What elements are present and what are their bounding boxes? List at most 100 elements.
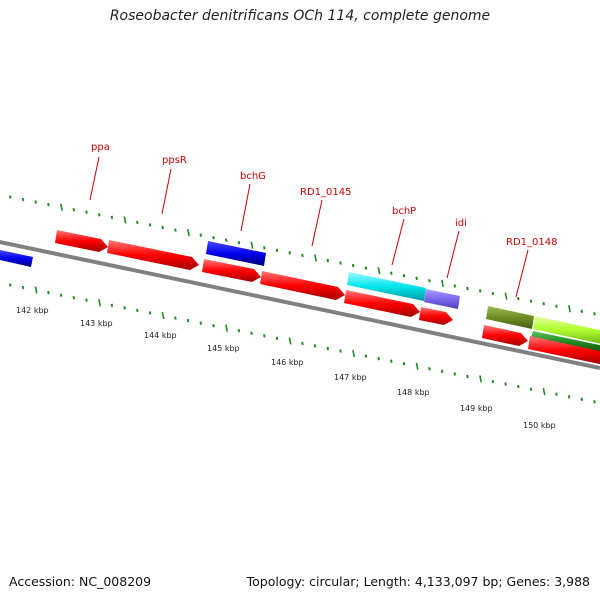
- minor-tick: [301, 253, 304, 258]
- minor-tick: [402, 274, 406, 278]
- gene-label-RD1_0145[interactable]: RD1_0145: [300, 187, 351, 198]
- gene-label-ppa[interactable]: ppa: [91, 142, 110, 153]
- major-tick: [60, 203, 63, 211]
- gene-label-ppsR[interactable]: ppsR: [162, 155, 187, 166]
- gene-label-bchP[interactable]: bchP: [392, 206, 416, 217]
- gene-feature-cds-f[interactable]: [482, 325, 528, 346]
- minor-tick: [275, 336, 279, 341]
- gene-label-leaders: [89, 156, 529, 298]
- minor-tick: [466, 286, 469, 291]
- genome-title: Roseobacter denitrificans OCh 114, compl…: [109, 8, 491, 24]
- gene-feature-ppa[interactable]: [55, 230, 108, 252]
- minor-tick: [580, 397, 584, 401]
- major-tick: [415, 362, 419, 370]
- major-tick: [250, 241, 254, 249]
- major-tick: [288, 337, 292, 345]
- minor-tick: [339, 261, 342, 265]
- minor-tick: [377, 356, 380, 361]
- minor-tick: [237, 329, 241, 333]
- minor-tick: [21, 285, 25, 290]
- gene-label-bchG[interactable]: bchG: [240, 171, 266, 182]
- minor-tick: [199, 321, 203, 325]
- gene-feature-cds-c[interactable]: [260, 271, 345, 300]
- minor-tick: [212, 323, 215, 328]
- minor-tick: [326, 346, 330, 351]
- gene-feature-yellow-green[interactable]: [533, 316, 600, 344]
- minor-tick: [34, 200, 37, 204]
- kbp-label: 148 kbp: [397, 388, 430, 397]
- gene-feature-idi[interactable]: [424, 289, 460, 309]
- minor-tick: [555, 304, 558, 308]
- gene-feature-cds-g[interactable]: [528, 336, 600, 365]
- gene-feature-blue-left[interactable]: [0, 250, 33, 267]
- minor-tick: [491, 379, 495, 384]
- gene-labels: ppa ppsR bchG RD1_0145 bchP idi RD1_0148: [91, 142, 557, 248]
- minor-tick: [326, 258, 330, 263]
- major-tick: [34, 286, 38, 294]
- gene-feature-bchP[interactable]: [347, 272, 426, 301]
- minor-tick: [72, 208, 76, 212]
- gene-feature-green[interactable]: [531, 331, 600, 352]
- minor-tick: [364, 354, 368, 358]
- major-tick: [377, 267, 381, 275]
- minor-tick: [453, 284, 457, 288]
- minor-tick: [567, 395, 571, 399]
- gene-feature-cds-e[interactable]: [419, 307, 453, 325]
- minor-tick: [428, 279, 431, 283]
- gene-feature-RD1_0145[interactable]: [202, 259, 261, 282]
- minor-tick: [9, 283, 12, 287]
- minor-tick: [136, 220, 139, 225]
- minor-tick: [9, 195, 12, 199]
- gene-feature-RD1_0148[interactable]: [486, 306, 534, 329]
- major-tick: [98, 299, 102, 307]
- minor-tick: [491, 291, 495, 296]
- minor-tick: [402, 362, 406, 366]
- minor-tick: [237, 241, 241, 245]
- minor-tick: [123, 306, 126, 310]
- minor-tick: [529, 299, 533, 303]
- minor-tick: [97, 213, 101, 217]
- leader-line-RD1_0145: [311, 199, 323, 247]
- gene-feature-cds-d[interactable]: [344, 290, 420, 317]
- minor-tick: [478, 289, 482, 293]
- genome-summary-text: Topology: circular; Length: 4,133,097 bp…: [246, 574, 590, 589]
- minor-tick: [415, 276, 418, 280]
- major-tick: [187, 228, 190, 237]
- genome-backbone: [0, 240, 600, 370]
- minor-tick: [199, 233, 203, 237]
- gene-feature-bchG[interactable]: [206, 241, 266, 266]
- major-tick: [352, 349, 356, 358]
- minor-tick: [364, 266, 368, 270]
- minor-tick: [174, 316, 177, 320]
- gene-label-RD1_0148[interactable]: RD1_0148: [506, 237, 557, 248]
- minor-tick: [529, 387, 533, 391]
- kbp-label: 147 kbp: [334, 373, 367, 382]
- kbp-label: 142 kbp: [16, 306, 49, 315]
- minor-tick: [288, 251, 291, 255]
- major-tick: [542, 388, 546, 396]
- minor-tick: [440, 369, 444, 374]
- gene-label-idi[interactable]: idi: [455, 218, 467, 229]
- leader-line-ppa: [89, 156, 100, 201]
- minor-tick: [263, 246, 266, 250]
- minor-tick: [148, 223, 152, 227]
- minor-tick: [555, 392, 558, 396]
- minor-tick: [517, 296, 520, 301]
- gene-feature-ppsR[interactable]: [107, 240, 199, 270]
- minor-tick: [339, 349, 342, 353]
- minor-tick: [161, 225, 164, 230]
- minor-tick: [21, 197, 25, 202]
- kbp-label: 150 kbp: [523, 421, 556, 430]
- major-tick: [504, 292, 508, 300]
- accession-text: Accession: NC_008209: [9, 574, 152, 589]
- leader-line-bchP: [391, 218, 405, 266]
- minor-tick: [186, 318, 190, 323]
- minor-tick: [224, 238, 228, 242]
- leader-line-bchG: [240, 183, 251, 232]
- forward-strand-features: [55, 230, 600, 352]
- major-tick: [568, 305, 571, 313]
- minor-tick: [542, 301, 545, 306]
- kbp-label: 144 kbp: [144, 331, 177, 340]
- major-tick: [314, 254, 317, 262]
